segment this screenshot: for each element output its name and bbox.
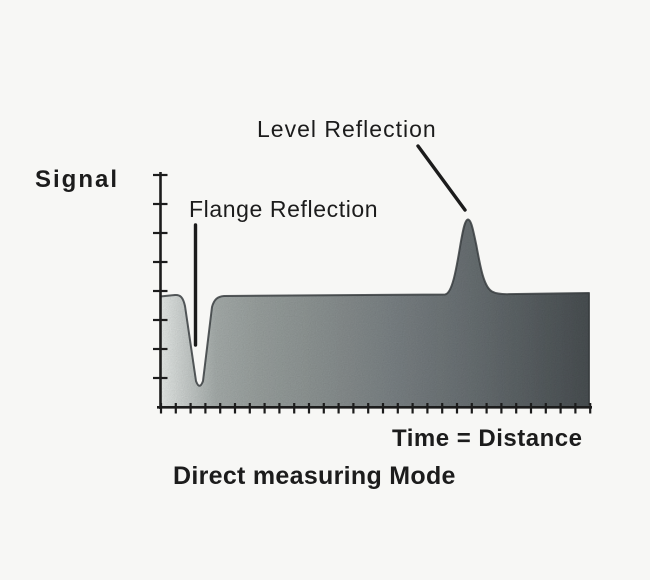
x-axis-ticks <box>159 403 592 414</box>
level-pointer-line <box>416 144 467 212</box>
signal-outline <box>159 218 590 405</box>
x-axis-label: Time = Distance <box>392 425 583 452</box>
signal-area <box>160 219 589 407</box>
flange-reflection-label: Flange Reflection <box>189 196 379 222</box>
figure-caption: Direct measuring Mode <box>173 462 456 490</box>
y-axis-label: Signal <box>35 166 120 193</box>
y-axis-ticks <box>153 173 168 380</box>
level-reflection-label: Level Reflection <box>257 116 437 142</box>
